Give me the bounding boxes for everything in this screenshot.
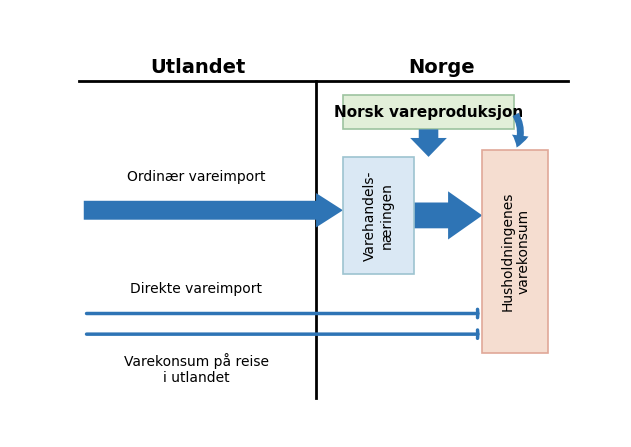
Text: Norsk vareproduksjon: Norsk vareproduksjon	[334, 105, 523, 120]
Text: Varekonsum på reise
i utlandet: Varekonsum på reise i utlandet	[124, 353, 269, 385]
Polygon shape	[414, 191, 482, 240]
Text: Husholdningenes
varekonsum: Husholdningenes varekonsum	[500, 192, 531, 311]
FancyBboxPatch shape	[343, 95, 514, 129]
Polygon shape	[410, 129, 447, 157]
FancyBboxPatch shape	[482, 150, 548, 353]
FancyBboxPatch shape	[343, 157, 414, 274]
Text: Direkte vareimport: Direkte vareimport	[130, 283, 262, 296]
Text: Norge: Norge	[409, 58, 475, 77]
Text: Utlandet: Utlandet	[150, 58, 245, 77]
Text: Varehandels-
næringen: Varehandels- næringen	[363, 170, 394, 261]
Text: Ordinær vareimport: Ordinær vareimport	[127, 170, 266, 185]
Polygon shape	[84, 193, 343, 228]
FancyArrowPatch shape	[512, 113, 529, 148]
